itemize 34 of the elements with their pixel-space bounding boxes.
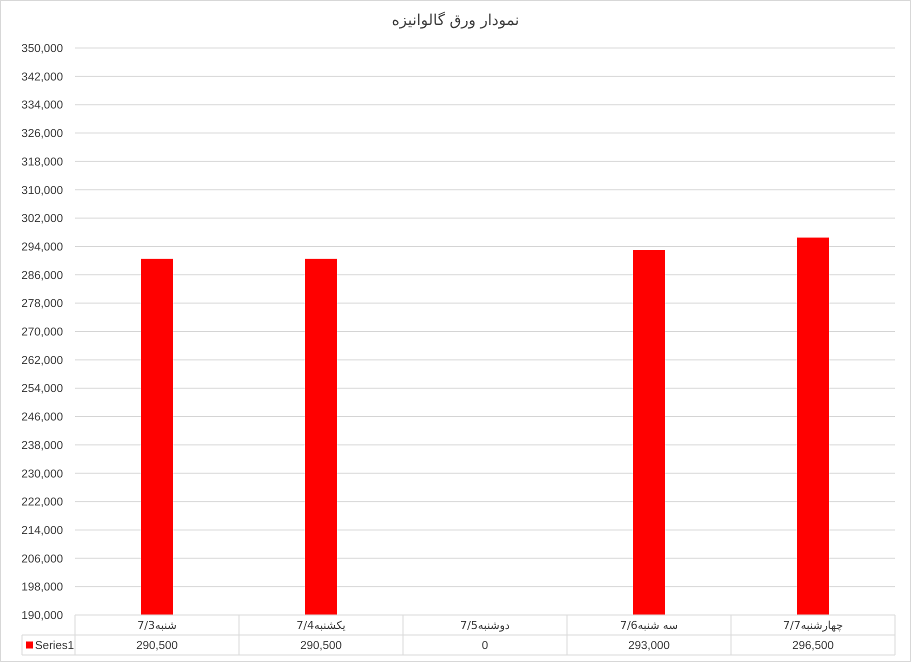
text: 290,500 — [136, 640, 178, 652]
text: 293,000 — [628, 640, 670, 652]
y-tick-label: 206,000 — [21, 553, 63, 566]
y-tick-label: 238,000 — [21, 440, 63, 452]
y-tick-label: 246,000 — [21, 412, 63, 424]
x-tick-label: دوشنبه7/5 — [460, 619, 510, 632]
y-tick-label: 342,000 — [21, 71, 63, 84]
legend: Series1 — [26, 640, 74, 652]
y-tick-label: 222,000 — [21, 496, 63, 509]
x-tick-label: چهارشنبه7/7 — [783, 619, 843, 632]
legend-label: Series1 — [35, 640, 74, 652]
y-tick-label: 318,000 — [21, 156, 63, 168]
x-tick-label: سه شنبه7/6 — [620, 619, 678, 632]
y-tick-label: 310,000 — [21, 184, 63, 197]
y-tick-label: 334,000 — [21, 100, 63, 112]
x-tick-label: یکشنبه7/4 — [296, 619, 346, 632]
y-tick-label: 230,000 — [21, 468, 63, 480]
y-tick-label: 326,000 — [21, 128, 63, 140]
y-tick-label: 198,000 — [21, 582, 63, 594]
text: 296,500 — [792, 640, 834, 652]
y-tick-label: 262,000 — [21, 354, 63, 367]
chart-title: نمودار ورق گالوانیزه — [392, 11, 520, 29]
text: 290,500 — [300, 640, 342, 652]
y-tick-label: 286,000 — [21, 270, 63, 282]
y-tick-label: 270,000 — [21, 326, 63, 338]
y-tick-label: 278,000 — [21, 298, 63, 310]
y-tick-label: 214,000 — [21, 524, 63, 537]
x-tick-label: شنبه7/3 — [137, 619, 177, 632]
y-tick-label: 294,000 — [21, 241, 63, 254]
y-tick-label: 254,000 — [21, 383, 63, 396]
y-tick-label: 350,000 — [21, 43, 63, 55]
y-tick-label: 190,000 — [21, 610, 63, 622]
y-tick-label: 302,000 — [21, 213, 63, 226]
text: 0 — [482, 640, 488, 652]
